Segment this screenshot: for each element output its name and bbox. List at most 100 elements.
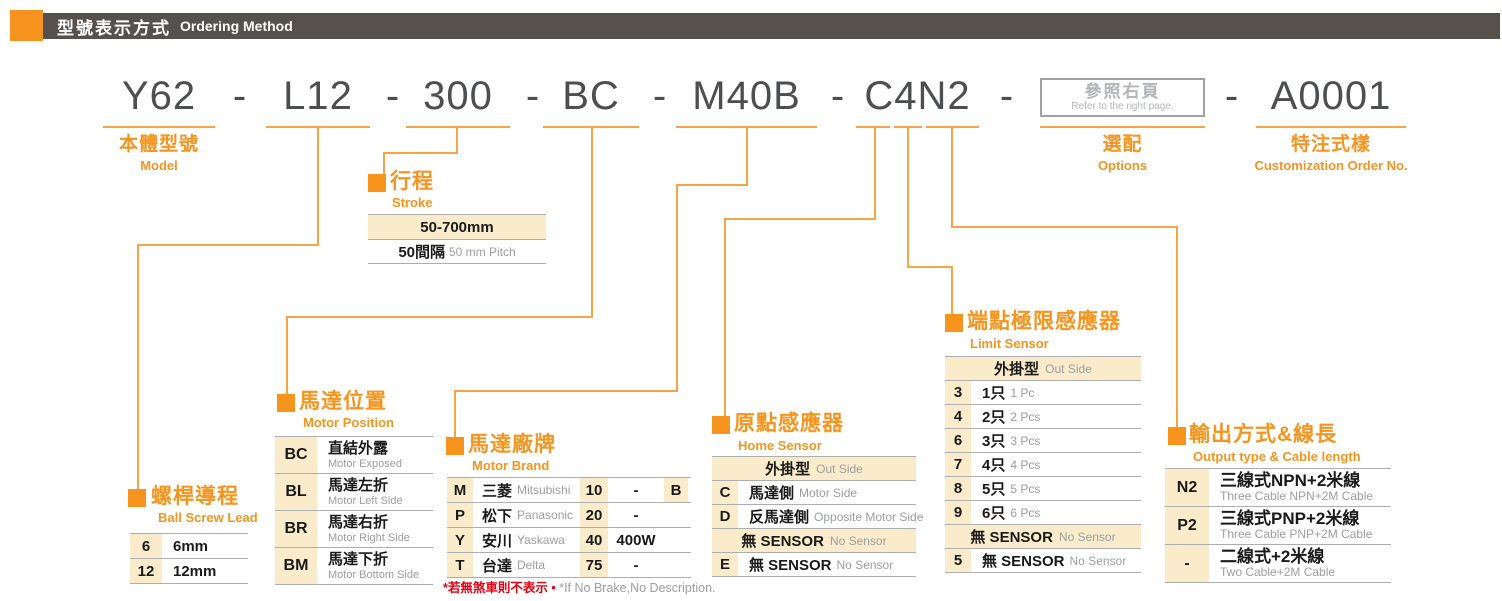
desc-zh: 1只 — [982, 385, 1006, 402]
power-code-cell: 75 — [580, 553, 608, 577]
ball-screw-section-square — [128, 489, 146, 507]
connector-line — [724, 218, 726, 418]
motor-position-section-square — [277, 394, 295, 412]
model-segment-stroke: 300 — [423, 74, 493, 118]
desc-zh: 6只 — [982, 505, 1006, 522]
table-row: - 二線式+2米線 Two Cable+2M Cable — [1165, 545, 1391, 583]
model-segment-motor-brand: M40B — [692, 74, 801, 118]
header-zh: 無 SENSOR — [741, 533, 824, 550]
model-dash: - — [652, 74, 668, 118]
code-cell: N2 — [1165, 469, 1209, 506]
ball-screw-section-title: 螺桿導程 — [151, 485, 239, 508]
connector-line — [286, 316, 288, 396]
connector-line — [286, 316, 593, 318]
limit-sensor-section-subtitle: Limit Sensor — [970, 336, 1049, 351]
connector-line — [137, 244, 319, 246]
table-row: Y 安川 Yaskawa 40 400W — [447, 528, 691, 553]
brand-zh: 安川 — [482, 532, 513, 550]
options-label-zh: 選配 — [1102, 134, 1143, 155]
model-dash: - — [830, 74, 846, 118]
model-dash: - — [232, 74, 248, 118]
code-cell: Y — [447, 528, 473, 552]
header-zh: 外掛型 — [765, 461, 811, 478]
desc-zh: 無 SENSOR — [982, 553, 1065, 570]
stroke-section-square — [368, 174, 386, 192]
model-segment-lead: L12 — [283, 74, 353, 118]
desc-en: Motor Right Side — [328, 531, 410, 544]
table-row: 6 6mm — [130, 534, 248, 559]
output-section-title: 輸出方式&線長 — [1189, 423, 1338, 446]
model-segment-sensors: C4N2 — [864, 74, 971, 118]
underline-motor-brand — [676, 126, 817, 128]
limit-sensor-section-title: 端點極限感應器 — [967, 310, 1121, 333]
desc-en: Three Cable NPN+2M Cable — [1220, 489, 1374, 503]
table-row: 7 4只 4 Pcs — [945, 453, 1141, 477]
desc-zh: 4只 — [982, 457, 1006, 474]
desc-en: Motor Left Side — [328, 494, 403, 507]
brake-cell-empty — [664, 528, 688, 552]
stroke-range-row: 50-700mm — [368, 215, 546, 240]
connector-line — [137, 244, 139, 490]
code-cell: 7 — [945, 453, 971, 476]
connector-line — [951, 226, 1178, 228]
home-sensor-section-subtitle: Home Sensor — [738, 438, 822, 453]
brake-footnote: *若無煞車則不表示 • *If No Brake,No Description. — [443, 577, 716, 596]
home-sensor-table: 外掛型 Out Side C 馬達側 Motor Side D 反馬達側 Opp… — [712, 456, 923, 577]
brand-zh: 台達 — [482, 557, 513, 575]
underline-limit-sensor — [894, 126, 922, 128]
code-cell: 9 — [945, 501, 971, 524]
table-row: N2 三線式NPN+2米線 Three Cable NPN+2M Cable — [1165, 469, 1391, 507]
underline-motor-position — [543, 126, 639, 128]
brand-en: Panasonic — [517, 508, 574, 522]
motor-brand-table: M 三菱 Mitsubishi 10 - B P 松下 Panasonic 20… — [447, 477, 691, 578]
code-cell: P2 — [1165, 507, 1209, 544]
table-row: BR 馬達右折 Motor Right Side — [275, 511, 433, 548]
table-row: BM 馬達下折 Motor Bottom Side — [275, 548, 433, 585]
code-cell: 3 — [945, 381, 971, 404]
motor-position-section-subtitle: Motor Position — [303, 415, 394, 430]
table-row: 12 12mm — [130, 559, 248, 584]
desc-zh: 三線式PNP+2米線 — [1220, 509, 1360, 528]
table-row: T 台達 Delta 75 - — [447, 553, 691, 578]
connector-line — [591, 128, 593, 318]
code-cell: 8 — [945, 477, 971, 500]
power-cell: 400W — [616, 531, 656, 549]
table-header-row: 無 SENSOR No Sensor — [945, 525, 1141, 549]
options-reference-en: Refer to the right page. — [1071, 101, 1174, 112]
code-cell: M — [447, 478, 473, 502]
table-row: E 無 SENSOR No Sensor — [712, 553, 916, 577]
desc-en: 5 Pcs — [1010, 481, 1041, 496]
header-en: No Sensor — [829, 533, 887, 548]
underline-body — [103, 126, 215, 128]
brand-zh: 松下 — [482, 507, 513, 525]
motor-brand-section-square — [446, 437, 464, 455]
motor-brand-section-subtitle: Motor Brand — [472, 458, 550, 473]
desc-zh: 馬達右折 — [328, 513, 389, 531]
connector-line — [724, 218, 876, 220]
page-title-en: Ordering Method — [180, 18, 293, 34]
model-dash: - — [999, 74, 1015, 118]
connector-line — [907, 128, 909, 268]
table-row: 8 5只 5 Pcs — [945, 477, 1141, 501]
code-cell: P — [447, 503, 473, 527]
model-label-en: Model — [140, 158, 178, 173]
code-cell: D — [712, 505, 738, 528]
connector-line — [456, 128, 458, 154]
header-accent-square — [10, 10, 43, 41]
brake-cell-empty — [664, 503, 688, 527]
connector-line — [1176, 226, 1178, 429]
connector-line — [874, 128, 876, 220]
desc-cell: 12mm — [173, 562, 217, 580]
brand-en: Yaskawa — [517, 533, 565, 547]
stroke-pitch-en: 50 mm Pitch — [449, 244, 516, 259]
custom-order-label-zh: 特注式樣 — [1290, 134, 1371, 155]
custom-order-label-en: Customization Order No. — [1254, 158, 1408, 173]
header-zh: 外掛型 — [994, 361, 1040, 378]
model-label: 本體型號 Model — [103, 133, 215, 174]
motor-brand-section-title: 馬達廠牌 — [468, 433, 556, 456]
desc-en: Two Cable+2M Cable — [1220, 565, 1336, 579]
motor-position-section-title: 馬達位置 — [299, 390, 387, 413]
connector-line — [907, 266, 953, 268]
code-cell: BR — [275, 511, 317, 547]
